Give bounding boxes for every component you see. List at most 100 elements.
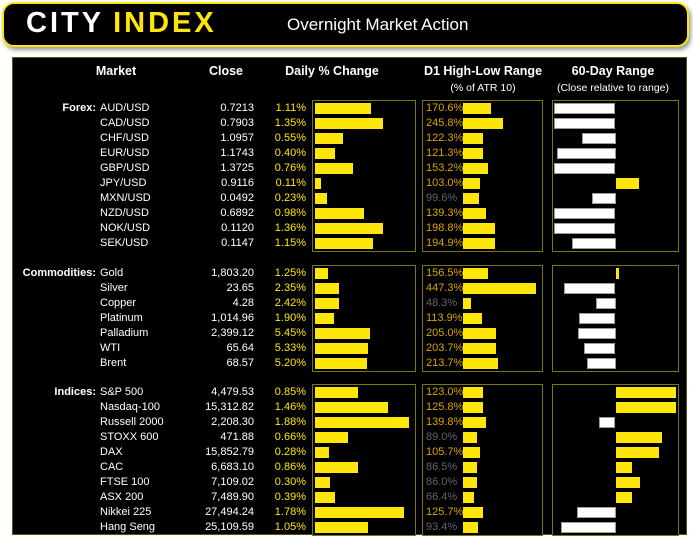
market-name: EUR/USD bbox=[100, 147, 150, 159]
d1-bar-row: 203.7% bbox=[423, 341, 542, 356]
daily-change-bar bbox=[315, 358, 367, 369]
range60-position-bar bbox=[616, 432, 662, 443]
d1-bar-row: 170.6% bbox=[423, 101, 542, 116]
market-name: SEK/USD bbox=[100, 237, 149, 249]
d1-bar-row: 113.9% bbox=[423, 311, 542, 326]
range60-position-bar bbox=[554, 118, 615, 129]
daily-bar-row bbox=[313, 161, 415, 176]
d1-range-box: 170.6% 245.8% 122.3% 121.3% 153.2% 103.0% 99.6… bbox=[422, 100, 543, 252]
market-name: GBP/USD bbox=[100, 162, 150, 174]
d1-range-label: 99.6% bbox=[426, 192, 458, 204]
daily-change-label: 0.40% bbox=[274, 147, 306, 159]
market-row: Indices: S&P 500 4,479.53 0.85% bbox=[13, 385, 311, 400]
d1-range-label: 203.7% bbox=[426, 342, 464, 354]
market-row: CAD/USD 0.7903 1.35% bbox=[13, 116, 311, 131]
daily-change-label: 0.11% bbox=[275, 177, 306, 189]
daily-change-bar bbox=[315, 343, 369, 354]
daily-bar-row bbox=[313, 146, 415, 161]
close-value: 0.9116 bbox=[221, 177, 254, 189]
daily-change-bar bbox=[315, 522, 368, 533]
range60-bar-row bbox=[553, 176, 678, 191]
d1-range-label: 156.5% bbox=[426, 267, 464, 279]
daily-change-label: 0.98% bbox=[274, 207, 306, 219]
d1-range-bar bbox=[463, 268, 489, 279]
d1-range-label: 139.8% bbox=[426, 416, 464, 428]
daily-bar-row bbox=[313, 341, 415, 356]
d1-range-label: 89.0% bbox=[426, 431, 458, 443]
range60-position-bar bbox=[592, 193, 616, 204]
range60-bar-row bbox=[553, 400, 678, 415]
daily-change-bar bbox=[315, 118, 383, 129]
market-name: Palladium bbox=[100, 327, 149, 339]
range60-position-bar bbox=[599, 417, 615, 428]
close-value: 1,014.96 bbox=[211, 312, 254, 324]
range60-position-bar bbox=[616, 492, 632, 503]
range60-box bbox=[552, 384, 679, 536]
market-name: Gold bbox=[100, 267, 124, 279]
market-row: CHF/USD 1.0957 0.55% bbox=[13, 131, 311, 146]
market-name: WTI bbox=[100, 342, 121, 354]
range60-position-bar bbox=[572, 238, 616, 249]
d1-range-bar bbox=[463, 118, 503, 129]
d1-range-bar bbox=[463, 432, 478, 443]
daily-change-label: 1.90% bbox=[274, 312, 306, 324]
market-row: Silver 23.65 2.35% bbox=[13, 281, 311, 296]
close-value: 2,399.12 bbox=[211, 327, 254, 339]
d1-range-box: 123.0% 125.8% 139.8% 89.0% 105.7% 86.5% 86.0% 6… bbox=[422, 384, 543, 536]
d1-range-bar bbox=[463, 103, 491, 114]
daily-change-bar bbox=[315, 268, 328, 279]
close-value: 0.1120 bbox=[221, 222, 254, 234]
column-header-d1-range: D1 High-Low Range bbox=[423, 64, 543, 78]
daily-change-bar bbox=[315, 298, 340, 309]
range60-bar-row bbox=[553, 221, 678, 236]
range60-position-bar bbox=[587, 358, 616, 369]
range60-bar-row bbox=[553, 236, 678, 251]
section-commodities: Commodities: Gold 1,803.20 1.25% Silver 23.65… bbox=[13, 265, 686, 372]
d1-range-label: 125.8% bbox=[426, 401, 464, 413]
range60-position-bar bbox=[582, 133, 616, 144]
d1-range-bar bbox=[463, 507, 484, 518]
daily-change-bar bbox=[315, 417, 409, 428]
close-value: 0.7903 bbox=[220, 117, 254, 129]
range60-position-bar bbox=[579, 313, 615, 324]
close-value: 0.1147 bbox=[221, 237, 254, 249]
range60-bar-row bbox=[553, 101, 678, 116]
daily-change-label: 0.76% bbox=[274, 162, 306, 174]
range60-position-bar bbox=[596, 298, 616, 309]
daily-bar-row bbox=[313, 191, 415, 206]
range60-bar-row bbox=[553, 206, 678, 221]
d1-range-bar bbox=[463, 193, 480, 204]
section-label: Commodities: bbox=[22, 267, 96, 279]
d1-range-bar bbox=[463, 298, 471, 309]
market-name: CHF/USD bbox=[100, 132, 149, 144]
range60-position-bar bbox=[554, 208, 615, 219]
market-name: CAD/USD bbox=[100, 117, 150, 129]
daily-change-label: 0.86% bbox=[274, 461, 306, 473]
range60-bar-row bbox=[553, 131, 678, 146]
market-row: STOXX 600 471.88 0.66% bbox=[13, 430, 311, 445]
close-value: 1.1743 bbox=[220, 147, 254, 159]
market-row: Nasdaq-100 15,312.82 1.46% bbox=[13, 400, 311, 415]
daily-change-label: 0.66% bbox=[274, 431, 306, 443]
d1-bar-row: 213.7% bbox=[423, 356, 542, 371]
daily-change-label: 2.35% bbox=[274, 282, 306, 294]
d1-range-bar bbox=[463, 387, 483, 398]
market-row: ASX 200 7,489.90 0.39% bbox=[13, 490, 311, 505]
close-value: 25,109.59 bbox=[205, 521, 254, 533]
close-value: 7,489.90 bbox=[211, 491, 254, 503]
daily-change-label: 1.11% bbox=[275, 102, 306, 114]
d1-bar-row: 125.8% bbox=[423, 400, 542, 415]
range60-bar-row bbox=[553, 311, 678, 326]
daily-change-bar bbox=[315, 283, 339, 294]
daily-change-bar bbox=[315, 223, 383, 234]
daily-bar-row bbox=[313, 101, 415, 116]
range60-box bbox=[552, 265, 679, 372]
d1-bar-row: 86.0% bbox=[423, 475, 542, 490]
market-row: Copper 4.28 2.42% bbox=[13, 296, 311, 311]
market-row: SEK/USD 0.1147 1.15% bbox=[13, 236, 311, 251]
market-row: NZD/USD 0.6892 0.98% bbox=[13, 206, 311, 221]
market-name: Russell 2000 bbox=[100, 416, 164, 428]
market-name: NZD/USD bbox=[100, 207, 149, 219]
d1-range-bar bbox=[463, 522, 479, 533]
daily-bar-row bbox=[313, 116, 415, 131]
